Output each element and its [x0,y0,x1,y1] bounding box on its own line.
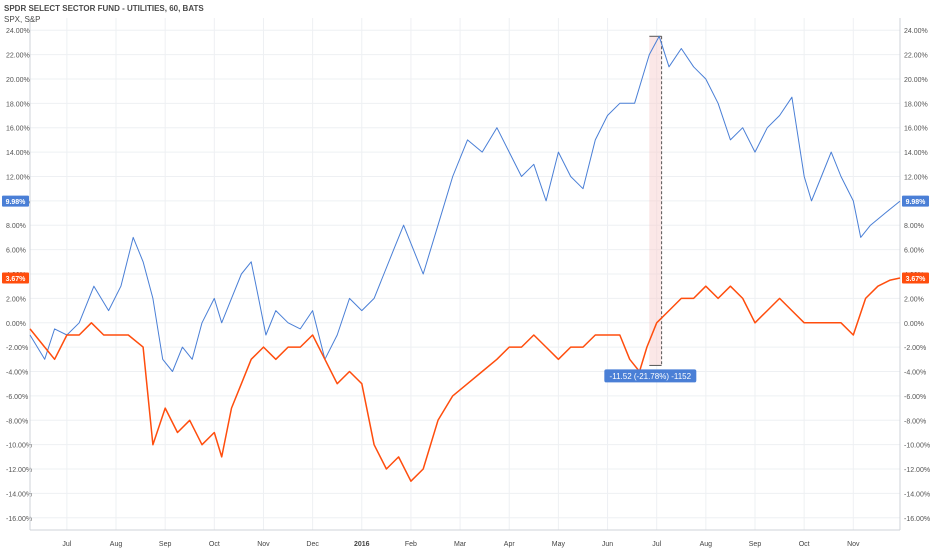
y-tick-label-left: 22.00% [6,53,30,60]
y-tick-label-right: -2.00% [904,345,926,352]
y-tick-label-right: -14.00% [904,491,930,498]
y-tick-label-right: 0.00% [904,321,924,328]
y-tick-label-right: -12.00% [904,467,930,474]
x-tick-label: Jul [62,541,71,548]
y-tick-label-right: -10.00% [904,443,930,450]
x-tick-label: Jul [652,541,661,548]
x-tick-label: Nov [847,541,860,548]
y-tick-label-left: 18.00% [6,101,30,108]
x-tick-label: Sep [749,541,762,548]
x-tick-label: Mar [454,541,467,548]
y-tick-label-right: -6.00% [904,394,926,401]
last-value-label-spx-left: 3.67% [6,276,27,283]
x-tick-label: Nov [257,541,270,548]
chart-subtitle: SPX, S&P [4,15,41,24]
x-tick-label: Sep [159,541,172,548]
x-tick-label: May [552,541,566,548]
measure-label-text: -11.52 (-21.78%) -1152 [610,372,692,381]
y-tick-label-left: -6.00% [6,394,28,401]
y-tick-label-right: 16.00% [904,126,928,133]
x-tick-label: Aug [110,541,123,548]
y-tick-label-left: 12.00% [6,174,30,181]
y-tick-label-left: 20.00% [6,77,30,84]
y-tick-label-right: 12.00% [904,174,928,181]
x-tick-label: Jun [602,541,613,548]
y-tick-label-left: 0.00% [6,321,26,328]
y-tick-label-right: 18.00% [904,101,928,108]
y-tick-label-left: 24.00% [6,28,30,35]
y-tick-label-left: -10.00% [6,443,32,450]
y-tick-label-right: 6.00% [904,248,924,255]
last-value-badge-xlu-left [2,195,29,207]
y-tick-label-left: 14.00% [6,150,30,157]
y-tick-label-left: -16.00% [6,516,32,523]
y-tick-label-left: 8.00% [6,223,26,230]
y-tick-label-right: 14.00% [904,150,928,157]
y-tick-label-left: -12.00% [6,467,32,474]
x-tick-label: Oct [209,541,220,548]
chart-header: SPDR SELECT SECTOR FUND - UTILITIES, 60,… [4,3,204,25]
y-tick-label-right: -8.00% [904,418,926,425]
measure-band [649,36,662,366]
y-tick-label-left: -4.00% [6,370,28,377]
last-value-badge-xlu-right [902,195,929,207]
x-tick-label: Aug [700,541,713,548]
series-line-spx [29,277,901,482]
y-tick-label-left: -14.00% [6,491,32,498]
x-tick-label: Dec [306,541,319,548]
x-tick-label: 2016 [354,541,370,548]
y-tick-label-left: -2.00% [6,345,28,352]
y-tick-label-right: 24.00% [904,28,928,35]
x-tick-label: Apr [504,541,516,548]
y-tick-label-left: 6.00% [6,248,26,255]
x-tick-label: Oct [799,541,810,548]
last-value-badge-spx-left [2,272,29,284]
chart-title: SPDR SELECT SECTOR FUND - UTILITIES, 60,… [4,4,204,13]
y-tick-label-left: 16.00% [6,126,30,133]
last-value-label-xlu-right: 9.98% [906,199,927,206]
last-value-badge-spx-right [902,272,929,284]
x-tick-label: Feb [405,541,417,548]
y-tick-label-right: 2.00% [904,296,924,303]
measure-label-box [604,369,697,383]
last-value-label-spx-right: 3.67% [906,276,927,283]
y-tick-label-left: 2.00% [6,296,26,303]
y-tick-label-right: 8.00% [904,223,924,230]
y-tick-label-right: -16.00% [904,516,930,523]
series-line-xlu [29,35,901,372]
y-tick-label-right: 20.00% [904,77,928,84]
y-tick-label-left: -8.00% [6,418,28,425]
last-value-label-xlu-left: 9.98% [6,199,27,206]
y-tick-label-right: -4.00% [904,370,926,377]
y-tick-label-right: 22.00% [904,53,928,60]
